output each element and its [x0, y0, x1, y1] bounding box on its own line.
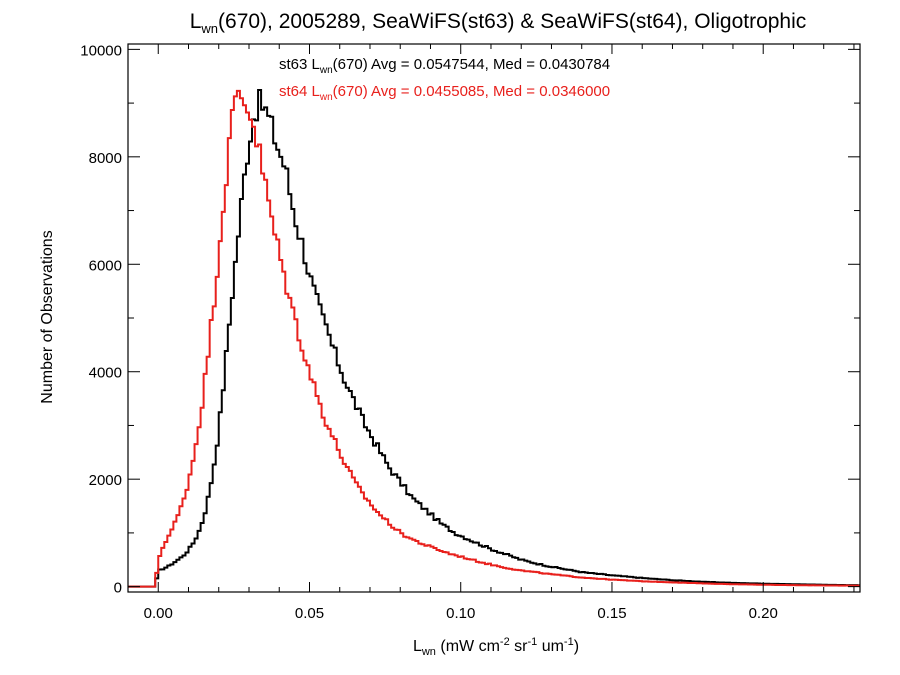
plot-frame [127, 43, 861, 593]
x-tick-label: 0.20 [749, 605, 778, 622]
legend-entry-st63: st63 Lwn(670) Avg = 0.0547544, Med = 0.0… [279, 56, 610, 76]
y-axis-ticks: 0 2000 4000 6000 8000 10000 [80, 42, 860, 597]
x-tick-label: 0.15 [597, 605, 626, 622]
legend-entry-st64: st64 Lwn(670) Avg = 0.0455085, Med = 0.0… [279, 83, 610, 103]
x-axis-label: Lwn (mW cm-2 sr-1 um-1) [413, 636, 579, 658]
y-tick-label: 0 [114, 580, 122, 597]
y-tick-label: 2000 [89, 472, 122, 489]
chart-title: Lwn(670), 2005289, SeaWiFS(st63) & SeaWi… [190, 10, 807, 36]
series-line-st64 [128, 89, 860, 588]
x-tick-label: 0.10 [446, 605, 475, 622]
series-line-st63 [128, 89, 860, 588]
x-tick-label: 0.05 [295, 605, 324, 622]
y-tick-label: 8000 [89, 150, 122, 167]
legend: st63 Lwn(670) Avg = 0.0547544, Med = 0.0… [279, 56, 610, 103]
series-layer [128, 89, 860, 588]
y-axis-label: Number of Observations [39, 230, 56, 403]
x-tick-label: 0.00 [144, 605, 173, 622]
x-axis-ticks: 0.00 0.05 0.10 0.15 0.20 [144, 44, 855, 622]
y-tick-label: 6000 [89, 257, 122, 274]
y-tick-label: 4000 [89, 365, 122, 382]
y-tick-label: 10000 [80, 42, 122, 59]
